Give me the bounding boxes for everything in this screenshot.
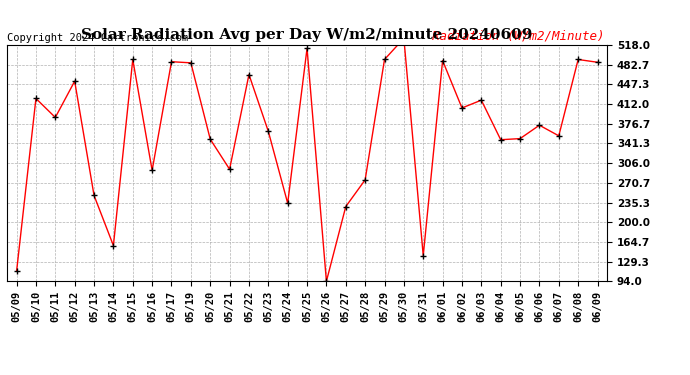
Text: Copyright 2024 Cartronics.com: Copyright 2024 Cartronics.com — [7, 33, 188, 43]
Text: Radiation (W/m2/Minute): Radiation (W/m2/Minute) — [432, 30, 604, 43]
Title: Solar Radiation Avg per Day W/m2/minute 20240609: Solar Radiation Avg per Day W/m2/minute … — [81, 28, 533, 42]
